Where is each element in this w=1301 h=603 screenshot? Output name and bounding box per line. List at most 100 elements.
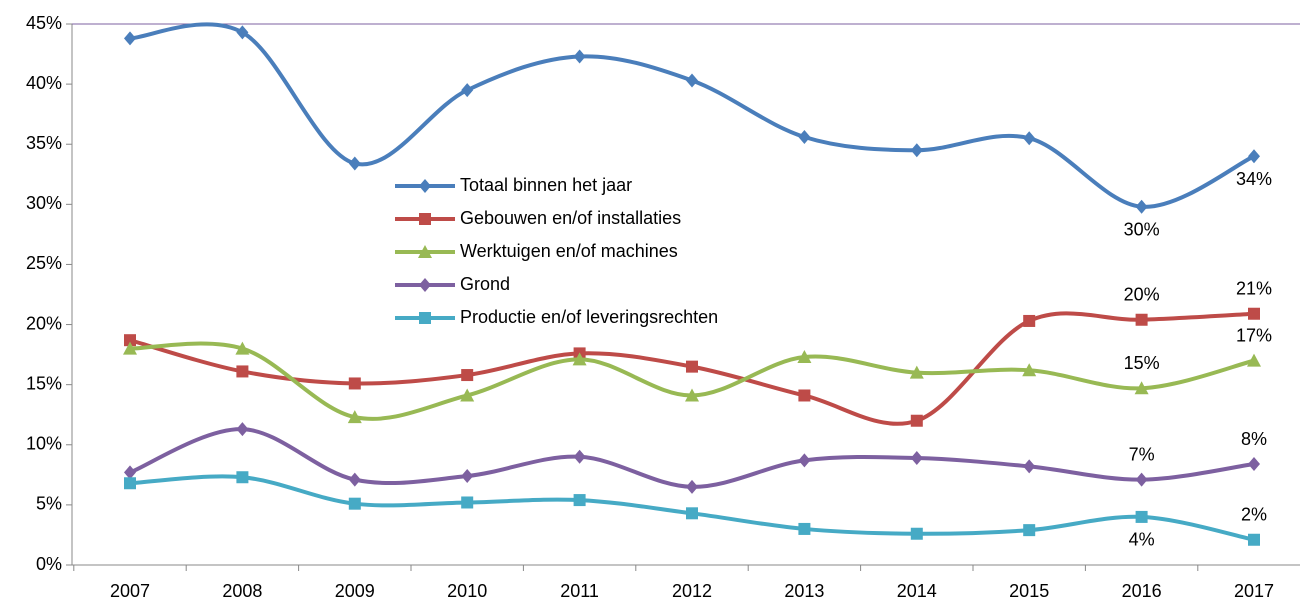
- y-tick-label: 20%: [26, 313, 62, 333]
- legend-marker: [418, 245, 432, 258]
- x-tick-label: 2007: [110, 581, 150, 601]
- y-tick-label: 0%: [36, 554, 62, 574]
- data-label: 8%: [1241, 429, 1267, 449]
- legend-label: Werktuigen en/of machines: [460, 241, 678, 261]
- marker: [685, 388, 699, 402]
- x-tick-label: 2015: [1009, 581, 1049, 601]
- marker: [686, 479, 698, 494]
- marker: [1247, 353, 1261, 367]
- marker: [461, 496, 474, 509]
- marker: [348, 377, 361, 390]
- x-tick-label: 2013: [784, 581, 824, 601]
- marker: [461, 369, 474, 382]
- data-label: 2%: [1241, 505, 1267, 525]
- legend-box: [385, 170, 797, 345]
- marker: [1135, 510, 1148, 523]
- marker: [910, 414, 923, 427]
- marker: [124, 477, 136, 490]
- marker: [798, 130, 811, 145]
- marker: [909, 365, 924, 379]
- x-tick-label: 2012: [672, 581, 712, 601]
- x-tick-label: 2011: [560, 581, 599, 601]
- data-label: 17%: [1236, 325, 1272, 345]
- y-tick-label: 10%: [26, 434, 62, 454]
- marker: [573, 449, 586, 464]
- marker: [798, 453, 811, 468]
- marker: [573, 49, 586, 64]
- legend-label: Totaal binnen het jaar: [460, 175, 632, 195]
- x-tick-label: 2017: [1234, 581, 1274, 601]
- data-label: 30%: [1124, 219, 1160, 239]
- marker: [1135, 472, 1148, 487]
- marker: [1023, 459, 1036, 474]
- data-label: 21%: [1236, 278, 1272, 298]
- legend-label: Grond: [460, 274, 510, 294]
- marker: [686, 360, 698, 373]
- marker: [572, 352, 587, 366]
- data-label: 20%: [1124, 284, 1160, 304]
- marker: [1135, 199, 1148, 214]
- y-tick-label: 5%: [36, 494, 62, 514]
- marker: [348, 497, 361, 510]
- x-tick-label: 2009: [335, 581, 375, 601]
- marker: [347, 410, 362, 424]
- marker: [124, 334, 136, 347]
- legend-marker: [419, 179, 431, 193]
- marker: [1023, 314, 1036, 327]
- data-label: 7%: [1129, 444, 1155, 464]
- marker: [123, 341, 137, 355]
- y-tick-label: 45%: [26, 13, 62, 33]
- data-label: 4%: [1129, 530, 1155, 550]
- marker: [1134, 381, 1149, 395]
- series-line: [129, 427, 1255, 489]
- legend-marker: [419, 213, 431, 225]
- x-tick-label: 2016: [1122, 581, 1162, 601]
- marker: [348, 472, 361, 487]
- marker: [124, 31, 136, 46]
- series-line: [129, 22, 1255, 209]
- marker: [236, 422, 249, 437]
- legend-label: Gebouwen en/of installaties: [460, 208, 681, 228]
- marker: [910, 451, 923, 466]
- y-tick-label: 25%: [26, 253, 62, 273]
- marker: [686, 73, 698, 88]
- marker: [460, 388, 475, 402]
- data-label: 34%: [1236, 169, 1272, 189]
- marker: [236, 365, 249, 378]
- marker: [1248, 533, 1260, 546]
- marker: [1248, 307, 1260, 320]
- marker: [797, 350, 812, 364]
- data-label: 15%: [1124, 353, 1160, 373]
- marker: [461, 469, 474, 484]
- marker: [236, 25, 249, 40]
- marker: [1023, 524, 1036, 537]
- y-tick-label: 30%: [26, 193, 62, 213]
- marker: [573, 494, 586, 507]
- marker: [348, 156, 361, 171]
- marker: [686, 507, 698, 520]
- marker: [910, 527, 923, 540]
- y-tick-label: 35%: [26, 133, 62, 153]
- legend-label: Productie en/of leveringsrechten: [460, 307, 718, 327]
- x-tick-label: 2008: [222, 581, 262, 601]
- y-tick-label: 40%: [26, 73, 62, 93]
- y-tick-label: 15%: [26, 373, 62, 393]
- marker: [1248, 149, 1260, 164]
- legend-marker: [419, 312, 431, 324]
- marker: [1022, 363, 1037, 377]
- marker: [1248, 457, 1260, 472]
- marker: [236, 471, 249, 484]
- marker: [461, 83, 474, 98]
- x-tick-label: 2014: [897, 581, 937, 601]
- marker: [798, 389, 811, 402]
- marker: [235, 341, 250, 355]
- legend-marker: [419, 278, 431, 292]
- marker: [124, 465, 136, 480]
- marker: [1023, 131, 1036, 146]
- marker: [798, 522, 811, 535]
- x-tick-label: 2010: [447, 581, 487, 601]
- marker: [1135, 313, 1148, 326]
- marker: [910, 143, 923, 158]
